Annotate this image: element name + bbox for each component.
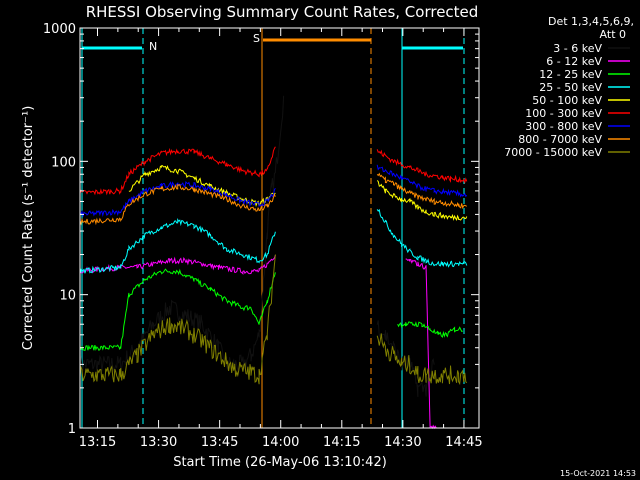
legend-title: Det 1,3,4,5,6,9, — [548, 15, 634, 28]
series-line-post-300-800-kev — [376, 164, 468, 198]
series-line-7000-15000-kev — [79, 254, 276, 385]
x-tick-label: 14:45 — [445, 435, 482, 450]
series-line-6-12-kev — [79, 255, 276, 275]
legend-label: 300 - 800 keV — [525, 120, 602, 133]
footer-timestamp: 15-Oct-2021 14:53 — [560, 469, 636, 478]
legend-label: 50 - 100 keV — [532, 94, 602, 107]
series-line-3-6-kev — [79, 95, 285, 374]
legend-label: 800 - 7000 keV — [518, 133, 602, 146]
x-tick-label: 13:15 — [79, 435, 116, 450]
series-line-25-50-kev — [79, 217, 276, 274]
y-tick-label: 100 — [51, 155, 76, 170]
chart-title: RHESSI Observing Summary Count Rates, Co… — [86, 3, 479, 21]
x-axis: 13:15 13:30 13:45 14:00 14:15 14:30 14:45 — [79, 28, 483, 450]
series-line-12-25-kev — [79, 268, 276, 352]
orbit-region-markers: NS — [81, 28, 465, 428]
plot-frame — [79, 27, 480, 429]
series-group — [79, 95, 468, 430]
legend-subtitle: Att 0 — [600, 28, 626, 41]
legend-label: 100 - 300 keV — [525, 107, 602, 120]
y-tick-label: 10 — [59, 289, 76, 304]
y-axis-label: Corrected Count Rate (s⁻¹ detector⁻¹) — [21, 106, 36, 351]
series-line-post-7000-15000-kev — [376, 333, 468, 386]
series-line-post-12-25-kev — [397, 321, 463, 338]
series-line-post-50-100-kev — [376, 180, 468, 222]
series-line-100-300-kev — [79, 146, 276, 196]
x-tick-label: 13:45 — [201, 435, 238, 450]
legend-label: 6 - 12 keV — [546, 55, 602, 68]
series-line-post-25-50-kev — [376, 208, 468, 268]
x-tick-label: 14:15 — [323, 435, 360, 450]
saa-label: S — [253, 32, 260, 45]
x-tick-label: 14:00 — [262, 435, 299, 450]
series-line-post-100-300-kev — [376, 149, 468, 185]
x-tick-label: 14:30 — [384, 435, 421, 450]
series-line-800-7000-kev — [79, 183, 276, 226]
x-tick-label: 13:30 — [140, 435, 177, 450]
y-tick-label: 1000 — [43, 22, 76, 37]
night-label: N — [149, 40, 157, 53]
series-line-post-3-6-kev — [376, 320, 435, 398]
series-line-post-800-7000-kev — [376, 172, 468, 210]
legend-label: 12 - 25 keV — [539, 68, 602, 81]
legend-label: 25 - 50 keV — [539, 81, 602, 94]
y-axis: 1 10 100 1000 — [43, 22, 479, 437]
legend-label: 3 - 6 keV — [553, 42, 602, 55]
legend-label: 7000 - 15000 keV — [504, 146, 602, 159]
x-axis-label: Start Time (26-May-06 13:10:42) — [173, 455, 387, 470]
y-tick-label: 1 — [68, 422, 76, 437]
